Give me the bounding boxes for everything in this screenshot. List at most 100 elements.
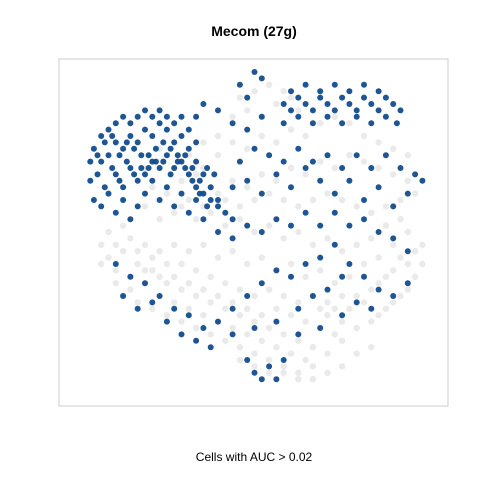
- cell-point-200: [185, 280, 192, 287]
- auc-cell-point-125: [393, 120, 400, 127]
- auc-cell-point-159: [419, 177, 426, 184]
- cell-point-42: [404, 260, 411, 268]
- auc-cell-point-25: [149, 177, 156, 184]
- cell-point-11: [178, 286, 185, 293]
- cell-point-38: [375, 280, 382, 287]
- auc-cell-point-7: [138, 152, 145, 159]
- cell-point-101: [214, 190, 222, 197]
- auc-cell-point-129: [331, 81, 338, 88]
- auc-cell-point-206: [134, 305, 141, 312]
- auc-cell-point-128: [317, 88, 324, 95]
- auc-cell-point-44: [178, 133, 185, 139]
- auc-cell-point-162: [258, 113, 265, 120]
- auc-cell-point-40: [149, 133, 156, 139]
- cell-point-78: [317, 267, 324, 274]
- cell-point-150: [236, 94, 244, 101]
- cell-point-145: [229, 113, 236, 121]
- cell-point-37: [368, 286, 375, 293]
- auc-cell-point-131: [361, 81, 367, 88]
- auc-cell-point-190: [200, 325, 207, 331]
- auc-cell-point-88: [149, 158, 156, 165]
- auc-cell-point-142: [361, 197, 367, 203]
- auc-cell-point-17: [90, 197, 97, 203]
- cell-point-24: [273, 344, 280, 351]
- cell-point-63: [134, 299, 141, 306]
- auc-cell-point-219: [266, 363, 273, 370]
- cell-point-9: [163, 280, 171, 287]
- auc-cell-point-163: [215, 107, 221, 114]
- auc-cell-point-73: [145, 152, 152, 159]
- auc-cell-point-137: [288, 184, 294, 191]
- auc-cell-point-133: [229, 184, 236, 191]
- cell-point-193: [331, 305, 338, 312]
- cell-point-167: [214, 132, 222, 140]
- cell-point-191: [302, 318, 309, 325]
- cell-point-22: [258, 337, 265, 344]
- auc-cell-point-65: [87, 158, 94, 165]
- cell-point-140: [346, 120, 353, 127]
- auc-cell-point-153: [339, 165, 346, 171]
- auc-cell-point-155: [368, 165, 375, 171]
- auc-cell-point-181: [375, 229, 382, 235]
- auc-cell-point-84: [120, 184, 127, 191]
- auc-cell-point-43: [171, 139, 178, 146]
- auc-cell-point-175: [288, 222, 294, 229]
- cell-point-99: [192, 216, 200, 223]
- cell-point-166: [200, 139, 207, 146]
- cell-point-33: [338, 318, 346, 325]
- auc-cell-point-79: [189, 165, 196, 171]
- auc-cell-point-141: [346, 177, 353, 184]
- cell-point-20: [244, 331, 251, 338]
- auc-cell-point-52: [105, 126, 112, 133]
- cell-point-179: [207, 273, 214, 280]
- auc-cell-point-76: [167, 145, 174, 152]
- cell-point-88: [353, 241, 360, 248]
- auc-cell-point-104: [309, 107, 316, 114]
- auc-cell-point-96: [207, 197, 214, 203]
- cell-point-154: [295, 107, 302, 114]
- auc-cell-point-36: [120, 145, 127, 152]
- auc-cell-point-70: [123, 139, 130, 146]
- cell-point-58: [207, 331, 214, 338]
- auc-cell-point-198: [317, 254, 324, 261]
- auc-cell-point-177: [317, 222, 324, 229]
- cell-point-29: [309, 344, 317, 351]
- auc-cell-point-2: [101, 184, 108, 191]
- cell-point-69: [185, 248, 192, 255]
- auc-cell-point-178: [331, 209, 338, 216]
- cell-point-185: [127, 235, 134, 242]
- auc-cell-point-53: [112, 120, 119, 127]
- cell-point-199: [200, 286, 207, 293]
- cell-point-46: [382, 305, 390, 312]
- cell-point-55: [251, 350, 258, 357]
- cell-point-91: [309, 241, 317, 248]
- cell-point-170: [251, 292, 258, 300]
- auc-cell-point-49: [215, 197, 221, 203]
- auc-cell-point-157: [397, 165, 404, 171]
- auc-cell-point-165: [193, 113, 200, 120]
- cell-point-32: [331, 331, 338, 338]
- cell-point-114: [404, 177, 411, 184]
- auc-cell-point-150: [295, 145, 302, 152]
- auc-cell-point-99: [229, 216, 236, 223]
- auc-cell-point-91: [171, 165, 178, 171]
- cell-point-152: [265, 81, 273, 89]
- cell-point-62: [149, 305, 156, 312]
- cell-point-142: [375, 139, 382, 146]
- auc-cell-point-14: [189, 177, 196, 184]
- auc-cell-point-182: [390, 235, 397, 242]
- cell-point-194: [273, 305, 280, 312]
- auc-cell-point-210: [193, 337, 200, 344]
- cell-point-41: [397, 254, 404, 261]
- auc-cell-point-216: [317, 325, 324, 331]
- cell-point-204: [127, 286, 134, 293]
- cell-point-205: [375, 312, 382, 319]
- cell-point-60: [178, 318, 185, 325]
- cell-point-15: [207, 299, 214, 306]
- cell-point-104: [258, 171, 265, 178]
- cell-point-159: [141, 203, 149, 210]
- auc-cell-point-149: [280, 158, 287, 165]
- chart-caption: Cells with AUC > 0.02: [196, 450, 313, 464]
- auc-cell-point-164: [200, 101, 207, 107]
- auc-cell-point-32: [200, 216, 207, 223]
